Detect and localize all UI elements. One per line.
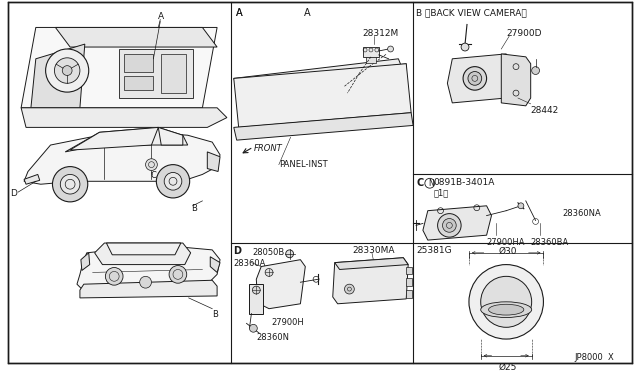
Polygon shape bbox=[95, 243, 191, 264]
Circle shape bbox=[463, 67, 486, 90]
Circle shape bbox=[169, 266, 187, 283]
Text: B: B bbox=[212, 310, 218, 319]
Polygon shape bbox=[234, 64, 411, 127]
Polygon shape bbox=[423, 206, 492, 240]
Circle shape bbox=[285, 250, 294, 258]
Polygon shape bbox=[106, 243, 181, 255]
Polygon shape bbox=[211, 257, 220, 272]
Text: Ø30: Ø30 bbox=[499, 247, 517, 256]
Circle shape bbox=[62, 65, 72, 76]
Circle shape bbox=[54, 58, 80, 83]
Polygon shape bbox=[207, 152, 220, 171]
Polygon shape bbox=[335, 258, 408, 269]
Text: A: A bbox=[236, 8, 243, 18]
Ellipse shape bbox=[488, 304, 524, 315]
Circle shape bbox=[250, 324, 257, 332]
Text: 28442: 28442 bbox=[531, 106, 559, 115]
Text: 28050B: 28050B bbox=[252, 248, 285, 257]
Text: C: C bbox=[150, 171, 156, 180]
Text: ＜1＞: ＜1＞ bbox=[434, 188, 449, 197]
Polygon shape bbox=[77, 245, 220, 294]
Bar bbox=[366, 57, 376, 63]
Circle shape bbox=[164, 173, 182, 190]
Circle shape bbox=[481, 276, 532, 327]
Circle shape bbox=[532, 67, 540, 74]
Circle shape bbox=[469, 264, 543, 339]
Ellipse shape bbox=[481, 302, 532, 318]
Text: FRONT: FRONT bbox=[253, 144, 282, 153]
Circle shape bbox=[145, 159, 157, 170]
Polygon shape bbox=[447, 54, 511, 103]
Text: 28330MA: 28330MA bbox=[353, 246, 395, 255]
Bar bbox=[363, 47, 379, 57]
Text: 28360NA: 28360NA bbox=[562, 209, 601, 218]
Polygon shape bbox=[234, 59, 406, 98]
Polygon shape bbox=[256, 260, 305, 309]
Text: A: A bbox=[158, 12, 164, 21]
Text: C: C bbox=[416, 178, 423, 188]
Polygon shape bbox=[21, 28, 217, 108]
Text: D: D bbox=[233, 246, 241, 256]
Bar bbox=[119, 49, 193, 98]
Polygon shape bbox=[250, 284, 263, 314]
Text: D: D bbox=[10, 189, 17, 198]
Circle shape bbox=[438, 214, 461, 237]
Circle shape bbox=[461, 43, 469, 51]
Circle shape bbox=[106, 267, 123, 285]
Text: 27900H: 27900H bbox=[271, 318, 304, 327]
Circle shape bbox=[344, 284, 355, 294]
Text: Ø25: Ø25 bbox=[499, 363, 517, 372]
Text: 0891B-3401A: 0891B-3401A bbox=[434, 178, 495, 187]
Text: B: B bbox=[191, 204, 196, 213]
Text: 28360A: 28360A bbox=[234, 259, 266, 268]
Circle shape bbox=[468, 71, 482, 85]
Circle shape bbox=[442, 218, 456, 232]
Polygon shape bbox=[24, 132, 220, 184]
Circle shape bbox=[140, 276, 152, 288]
Polygon shape bbox=[21, 108, 227, 127]
Text: 27900D: 27900D bbox=[506, 29, 541, 38]
Text: 28360BA: 28360BA bbox=[531, 238, 569, 247]
Circle shape bbox=[252, 286, 260, 294]
Polygon shape bbox=[65, 127, 188, 152]
Text: JP8000  X: JP8000 X bbox=[574, 353, 614, 362]
Bar bbox=[406, 278, 412, 286]
Polygon shape bbox=[234, 113, 413, 140]
Polygon shape bbox=[81, 253, 90, 270]
Polygon shape bbox=[158, 127, 183, 145]
Circle shape bbox=[388, 46, 394, 52]
Circle shape bbox=[45, 49, 89, 92]
Bar bbox=[161, 54, 186, 93]
Text: N: N bbox=[428, 179, 433, 188]
Polygon shape bbox=[80, 280, 217, 298]
Text: 25381G: 25381G bbox=[416, 246, 452, 255]
Polygon shape bbox=[31, 44, 85, 108]
Circle shape bbox=[156, 165, 189, 198]
Text: 28360N: 28360N bbox=[256, 333, 289, 342]
Bar bbox=[406, 290, 412, 298]
Polygon shape bbox=[501, 54, 531, 106]
Bar bbox=[124, 54, 154, 71]
Text: PANEL-INST: PANEL-INST bbox=[279, 160, 328, 169]
Text: 28312M: 28312M bbox=[362, 29, 398, 38]
Circle shape bbox=[265, 269, 273, 276]
Text: B （BACK VIEW CAMERA）: B （BACK VIEW CAMERA） bbox=[416, 8, 527, 17]
Polygon shape bbox=[70, 127, 158, 150]
Text: A: A bbox=[305, 8, 311, 18]
Text: A: A bbox=[236, 8, 243, 18]
Bar bbox=[124, 76, 154, 90]
Polygon shape bbox=[333, 258, 408, 304]
Polygon shape bbox=[24, 174, 40, 184]
Circle shape bbox=[60, 174, 80, 194]
Circle shape bbox=[52, 167, 88, 202]
Bar bbox=[406, 267, 412, 275]
Polygon shape bbox=[56, 28, 217, 47]
Circle shape bbox=[518, 203, 524, 209]
Text: 27900HA: 27900HA bbox=[486, 238, 525, 247]
